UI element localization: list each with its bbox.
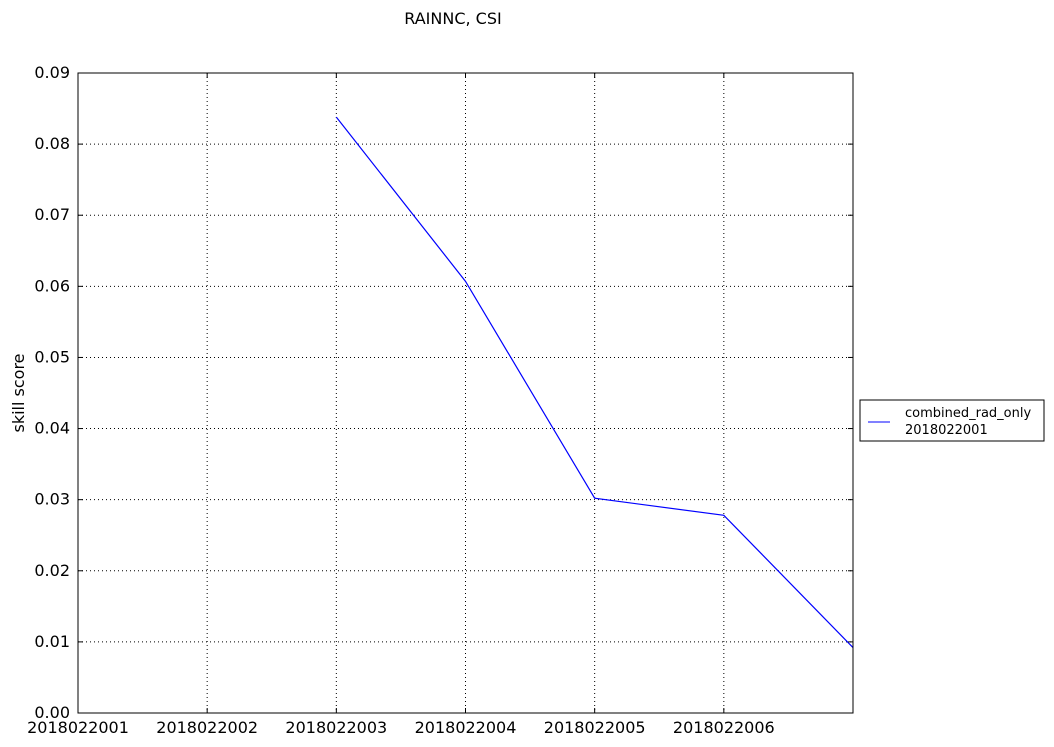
y-tick-label: 0.00 <box>34 703 70 722</box>
legend: combined_rad_only 2018022001 <box>859 399 1045 442</box>
series-layer <box>335 116 854 648</box>
y-tick-label: 0.01 <box>34 632 70 651</box>
x-tick-label: 2018022003 <box>285 718 387 737</box>
y-tick-labels: 0.00 0.01 0.02 0.03 0.04 0.05 0.06 0.07 0.08 0.09 <box>34 63 70 722</box>
grid <box>78 73 853 713</box>
x-tick-label: 2018022002 <box>156 718 258 737</box>
x-tick-label: 2018022001 <box>27 718 129 737</box>
x-tick-label: 2018022006 <box>673 718 775 737</box>
series-line-0 <box>335 116 854 648</box>
y-tick-label: 0.02 <box>34 561 70 580</box>
legend-box <box>859 399 1045 442</box>
y-tick-label: 0.05 <box>34 347 70 366</box>
legend-label-line-1: combined_rad_only <box>905 406 1031 421</box>
y-tick-label: 0.06 <box>34 276 70 295</box>
y-tick-label: 0.07 <box>34 205 70 224</box>
x-tick-label: 2018022005 <box>544 718 646 737</box>
y-tick-label: 0.09 <box>34 63 70 82</box>
legend-label-line-2: 2018022001 <box>905 423 988 438</box>
chart-title: RAINNC, CSI <box>404 9 501 28</box>
y-tick-label: 0.08 <box>34 134 70 153</box>
x-tick-label: 2018022004 <box>415 718 517 737</box>
y-tick-label: 0.03 <box>34 490 70 509</box>
x-tick-labels: 2018022001 2018022002 2018022003 2018022004… <box>27 718 775 737</box>
ticks <box>77 72 853 714</box>
y-tick-label: 0.04 <box>34 419 70 438</box>
y-axis-label: skill score <box>9 353 28 432</box>
